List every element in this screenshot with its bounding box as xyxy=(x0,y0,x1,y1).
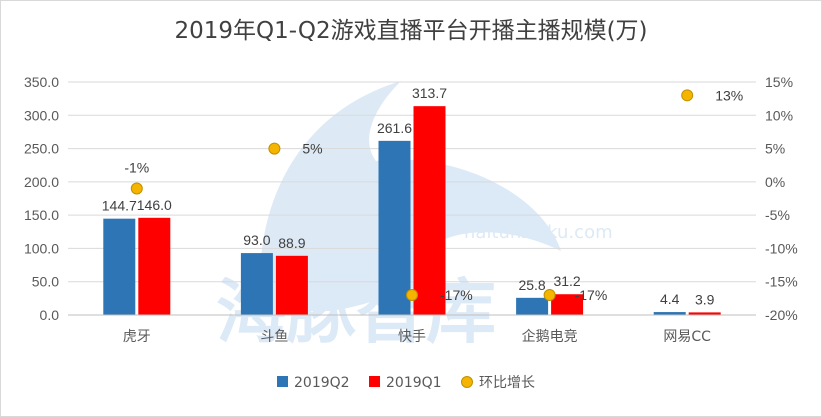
growth-point xyxy=(130,182,143,195)
data-label-2019q1: 31.2 xyxy=(553,273,580,289)
x-category-label: 企鹅电竞 xyxy=(522,328,578,345)
legend-swatch-2019q2 xyxy=(277,376,288,387)
legend-label-2019q1: 2019Q1 xyxy=(386,375,442,391)
x-category-label: 虎牙 xyxy=(123,329,151,345)
y-right-tick-label: -20% xyxy=(765,307,798,323)
bar-2019q1 xyxy=(275,255,308,315)
growth-point xyxy=(406,289,418,302)
data-label-growth: -17% xyxy=(440,287,473,303)
legend-swatch-2019q1 xyxy=(369,376,380,387)
bar-2019q2 xyxy=(516,297,549,315)
legend-swatch-growth xyxy=(461,376,473,388)
bar-2019q1 xyxy=(688,312,721,315)
y-right-tick-label: 5% xyxy=(765,141,785,157)
axes: 0.0 50.0 100.0 150.0 200.0 250.0 300.0 350.0 -20… xyxy=(24,74,798,345)
y-right-tick-label: -15% xyxy=(765,274,798,290)
bar-2019q1 xyxy=(138,217,171,315)
growth-point xyxy=(268,142,281,155)
data-label-growth: -17% xyxy=(575,287,608,303)
y-left-tick-label: 100.0 xyxy=(24,240,59,256)
bars xyxy=(103,106,721,315)
data-label-2019q2: 93.0 xyxy=(243,232,270,248)
data-label-2019q2: 4.4 xyxy=(660,291,680,307)
y-right-tick-label: -5% xyxy=(765,207,790,223)
y-left-tick-label: 300.0 xyxy=(24,107,59,123)
y-left-tick-label: 350.0 xyxy=(24,74,59,90)
y-left-tick-label: 0.0 xyxy=(40,307,60,323)
data-label-2019q1: 88.9 xyxy=(278,235,305,251)
y-right-tick-label: 15% xyxy=(765,74,793,90)
y-left-tick-label: 200.0 xyxy=(24,174,59,190)
y-left-tick-label: 150.0 xyxy=(24,207,59,223)
legend-label-2019q2: 2019Q2 xyxy=(294,375,350,391)
y-left-tick-label: 50.0 xyxy=(32,274,59,290)
data-labels: 144.7 146.0 -1% 93.0 88.9 5% 261.6 313.7 -17% 25.… xyxy=(102,85,743,307)
data-label-2019q1: 3.9 xyxy=(695,291,715,307)
data-label-2019q1: 313.7 xyxy=(412,85,447,101)
data-label-2019q2: 144.7 xyxy=(102,198,137,214)
legend-label-growth: 环比增长 xyxy=(479,375,535,391)
watermark-url: haitunzhiku.com xyxy=(464,222,613,243)
x-category-label: 网易CC xyxy=(663,329,711,345)
bar-2019q2 xyxy=(378,140,411,315)
data-label-2019q2: 261.6 xyxy=(377,120,412,136)
bar-2019q1 xyxy=(413,106,446,315)
data-label-growth: 5% xyxy=(302,141,322,157)
y-right-tick-label: 0% xyxy=(765,174,785,190)
legend: 2019Q2 2019Q1 环比增长 xyxy=(277,375,535,391)
growth-point xyxy=(681,89,694,102)
growth-point xyxy=(543,289,556,302)
data-label-growth: 13% xyxy=(715,87,743,103)
x-category-label: 斗鱼 xyxy=(260,328,288,345)
bar-2019q2 xyxy=(653,312,686,315)
bar-2019q2 xyxy=(240,253,273,315)
chart-title: 2019年Q1-Q2游戏直播平台开播主播规模(万) xyxy=(174,18,648,44)
growth-points xyxy=(130,89,694,302)
grid-lines xyxy=(68,81,756,316)
y-left-tick-label: 250.0 xyxy=(24,141,59,157)
data-label-growth: -1% xyxy=(124,160,149,176)
bar-2019q2 xyxy=(103,218,136,315)
x-category-label: 快手 xyxy=(398,329,426,345)
bar-2019q1 xyxy=(551,294,584,315)
y-right-tick-label: -10% xyxy=(765,240,798,256)
y-right-tick-label: 10% xyxy=(765,107,793,123)
data-label-2019q1: 146.0 xyxy=(137,197,172,213)
data-label-2019q2: 25.8 xyxy=(518,277,545,293)
